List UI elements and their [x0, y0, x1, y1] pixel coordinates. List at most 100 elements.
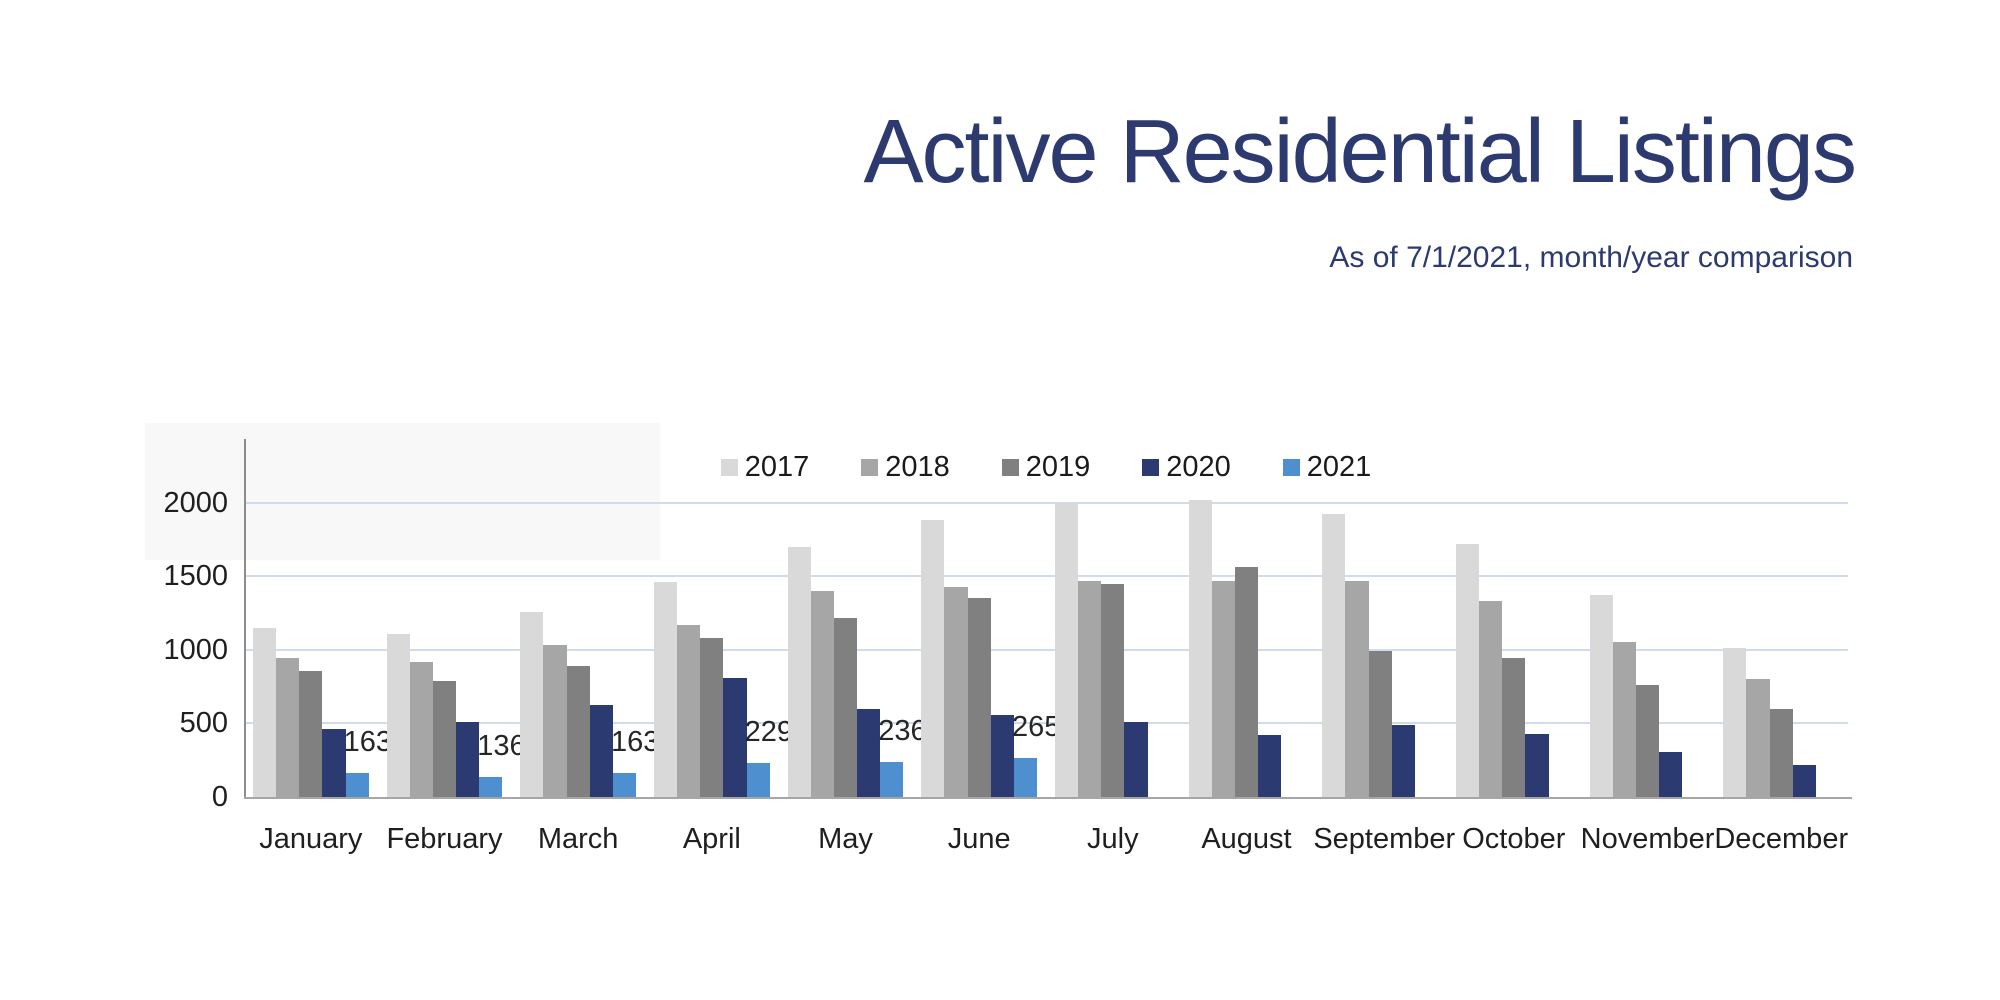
y-axis-tick-label: 1000 [163, 633, 228, 666]
bar-2021-february [479, 776, 503, 797]
bar-2020-july [1124, 721, 1148, 797]
y-axis-tick-label: 1500 [163, 560, 228, 593]
x-axis-label-july: July [1087, 823, 1139, 855]
bar-2018-july [1078, 581, 1102, 797]
bar-2019-february [432, 681, 457, 797]
x-axis-label-august: August [1201, 823, 1292, 855]
bar-2019-june [967, 597, 991, 797]
bar-2018-august [1211, 581, 1235, 797]
bar-2020-june [990, 715, 1014, 797]
data-label-2021-january: 163 [343, 726, 393, 758]
bar-2017-august [1188, 500, 1212, 797]
legend-item-2020: 2020 [1142, 452, 1231, 482]
y-axis-tick-label: 0 [211, 781, 228, 813]
bar-2018-march [543, 645, 567, 797]
x-axis-label-january: January [259, 823, 363, 855]
legend-item-2019: 2019 [1001, 451, 1091, 483]
gridline-1000 [244, 648, 1848, 651]
bar-2018-november [1612, 641, 1636, 797]
legend-label-2021: 2021 [1306, 451, 1372, 483]
x-axis-label-february: February [386, 823, 503, 855]
bar-2019-march [566, 665, 590, 797]
legend-item-2021: 2021 [1282, 451, 1372, 483]
bar-2019-january [299, 671, 323, 797]
legend-swatch-2020 [1142, 458, 1160, 476]
chart-legend: 2017 2018 2019 2020 2021 [244, 452, 1848, 482]
bar-2021-march [612, 773, 637, 797]
bar-2017-june [921, 520, 945, 797]
bar-2017-july [1054, 503, 1079, 797]
legend-label-2019: 2019 [1025, 451, 1091, 483]
legend-swatch-2019 [1001, 458, 1019, 476]
chart-title: Active Residential Listings [863, 102, 1857, 202]
chart-subtitle: As of 7/1/2021, month/year comparison [1329, 241, 1853, 274]
bar-2020-march [589, 705, 613, 797]
data-label-2021-march: 163 [610, 726, 660, 758]
bar-2019-october [1502, 657, 1526, 797]
bar-2017-may [787, 546, 811, 797]
x-axis-label-may: May [818, 823, 873, 855]
bar-2017-november [1589, 594, 1613, 797]
bar-2020-may [857, 708, 881, 797]
bar-2021-january [345, 773, 369, 797]
bar-2020-september [1391, 724, 1415, 797]
gridline-500 [244, 722, 1848, 725]
x-axis-label-november: November [1580, 823, 1715, 855]
bar-2018-january [276, 657, 300, 797]
bar-2018-september [1345, 581, 1369, 797]
bar-2020-november [1659, 752, 1683, 797]
y-axis-tick-label: 2000 [163, 486, 228, 519]
x-axis-label-june: June [947, 823, 1011, 855]
bar-2017-february [386, 634, 410, 797]
bar-2020-april [723, 677, 747, 797]
legend-swatch-2017 [720, 458, 738, 476]
bar-2020-august [1258, 735, 1282, 797]
x-axis-line [244, 797, 1852, 799]
x-axis-label-april: April [682, 823, 741, 855]
legend-item-2017: 2017 [720, 451, 810, 483]
bar-2019-november [1635, 685, 1660, 797]
bar-2020-february [456, 721, 480, 797]
bar-2019-may [833, 618, 858, 797]
bar-2018-april [677, 624, 701, 797]
bar-2018-december [1746, 679, 1770, 797]
bar-2017-march [520, 611, 544, 797]
legend-swatch-2018 [861, 458, 879, 476]
data-label-2021-april: 229 [744, 716, 794, 749]
bar-2018-may [810, 590, 834, 797]
x-axis-label-december: December [1714, 823, 1849, 855]
legend-label-2020: 2020 [1166, 451, 1231, 483]
x-axis-label-march: March [537, 823, 619, 855]
y-axis-line [244, 439, 246, 799]
data-label-2021-may: 236 [878, 715, 927, 748]
bar-2021-may [880, 762, 904, 797]
x-axis-label-october: October [1462, 823, 1566, 855]
bar-2019-september [1368, 651, 1392, 797]
bar-2017-december [1723, 648, 1747, 797]
bar-2019-december [1769, 708, 1793, 797]
legend-label-2017: 2017 [744, 451, 810, 483]
bar-2020-october [1525, 734, 1549, 797]
legend-label-2018: 2018 [885, 451, 950, 483]
gridline-1500 [244, 575, 1848, 578]
bar-2021-april [746, 763, 770, 797]
bar-2018-october [1479, 601, 1503, 797]
background-artifact [145, 423, 660, 560]
data-label-2021-june: 265 [1011, 710, 1061, 743]
bar-2019-april [700, 638, 724, 797]
bar-2017-october [1455, 543, 1480, 797]
legend-swatch-2021 [1282, 458, 1300, 476]
bar-2019-july [1101, 584, 1125, 797]
gridline-2000 [244, 501, 1848, 504]
bar-2019-august [1234, 567, 1259, 797]
data-label-2021-february: 136 [477, 729, 526, 762]
bar-2021-june [1013, 757, 1038, 797]
bar-2017-january [252, 627, 277, 797]
y-axis-tick-label: 500 [179, 707, 228, 740]
bar-2020-january [322, 728, 346, 797]
bar-2017-september [1322, 514, 1346, 797]
bar-2017-april [653, 582, 678, 797]
bar-2020-december [1792, 765, 1816, 797]
legend-item-2018: 2018 [861, 452, 950, 482]
